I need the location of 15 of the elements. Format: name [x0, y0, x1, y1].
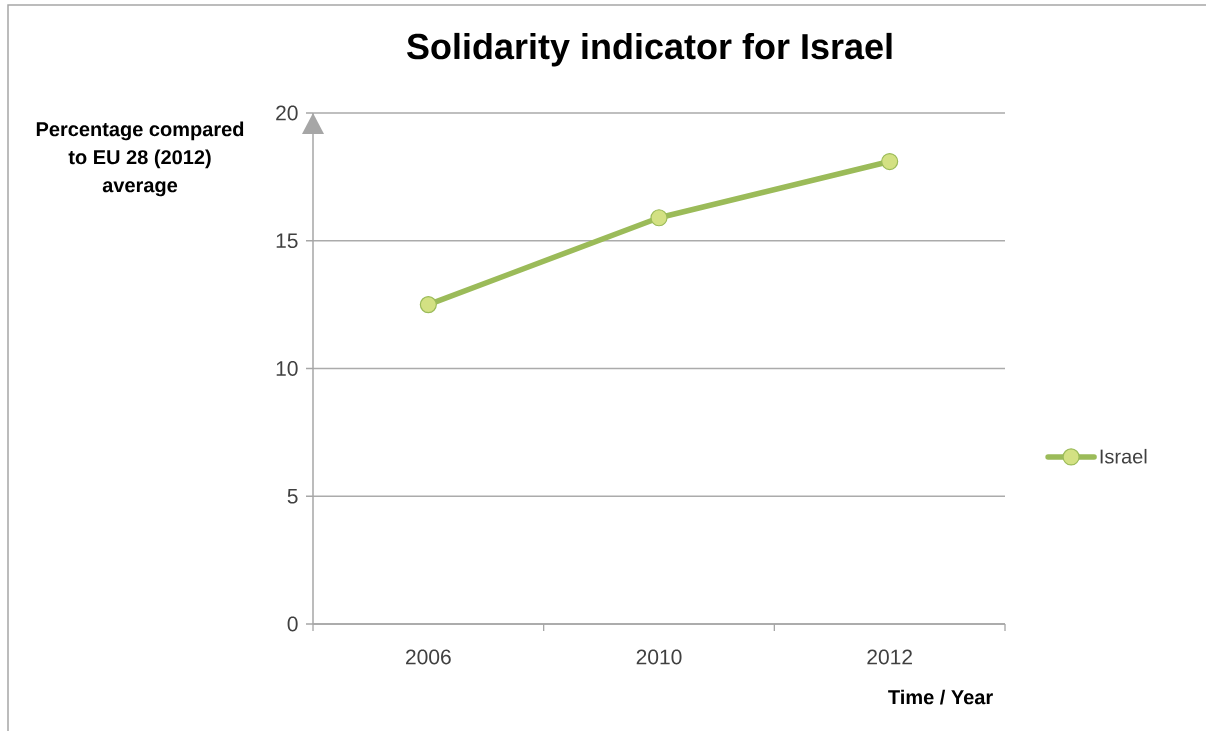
y-tick-label: 20 — [276, 105, 298, 121]
y-axis-title: Percentage compared to EU 28 (2012) average — [36, 121, 244, 197]
x-tick-label: 2006 — [406, 649, 451, 665]
legend-label: Israel — [1100, 448, 1147, 464]
point — [419, 296, 437, 314]
point — [881, 152, 899, 171]
chart-title: Solidarity indicator for Israel — [406, 32, 892, 67]
point — [650, 209, 668, 227]
x-axis-title: Time / Year — [888, 689, 993, 705]
y-tick-label: 10 — [276, 361, 298, 376]
y-tick-label: 15 — [276, 233, 298, 249]
x-tick-label: 2012 — [867, 649, 912, 665]
x-tick-label: 2010 — [636, 649, 682, 665]
y-tick-label: 0 — [287, 616, 298, 632]
y-tick-label: 5 — [287, 488, 298, 504]
